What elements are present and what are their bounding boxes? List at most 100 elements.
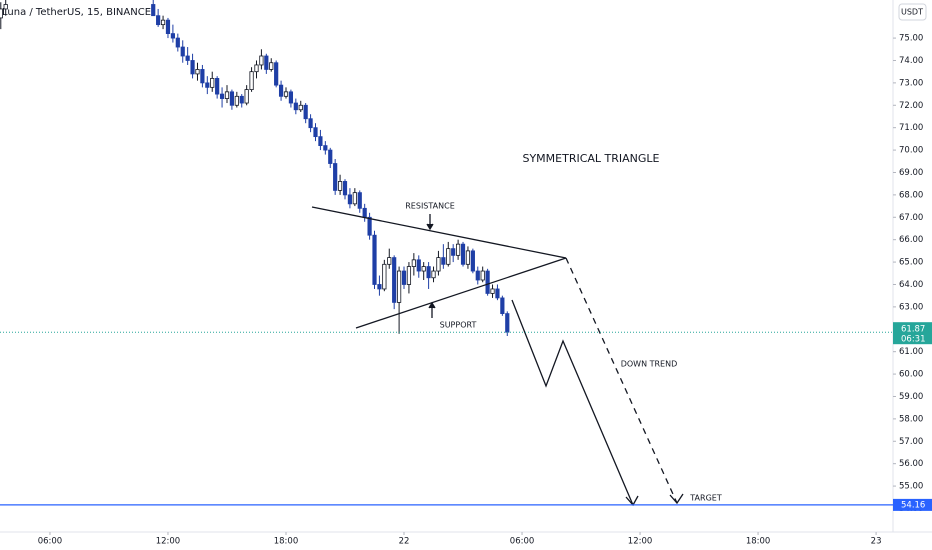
y-tick-label: 73.00: [899, 78, 923, 88]
candle-body: [244, 89, 249, 104]
pattern-label: SYMMETRICAL TRIANGLE: [522, 152, 659, 165]
candle-body: [269, 62, 274, 70]
candle-body: [156, 15, 161, 26]
resistance-label: RESISTANCE: [405, 202, 455, 211]
candle-body: [392, 257, 397, 303]
candle-body: [249, 71, 254, 91]
dashed-projection: [565, 257, 678, 504]
y-tick-label: 68.00: [899, 190, 923, 200]
candle-body: [224, 91, 230, 99]
candle-body: [234, 95, 239, 106]
candle-body: [219, 93, 225, 99]
currency-box[interactable]: [898, 3, 927, 21]
candle-body: [362, 207, 367, 218]
candle-body: [500, 297, 505, 315]
drawings: [311, 206, 684, 507]
y-tick-label: 55.00: [899, 482, 923, 492]
candle-body: [396, 270, 402, 303]
x-tick-label: 06:00: [510, 537, 535, 547]
candle-body: [259, 55, 264, 66]
candle-body: [323, 145, 328, 151]
candle-body: [401, 270, 407, 285]
candle-body: [416, 259, 421, 272]
target-label: TARGET: [689, 494, 722, 503]
candle-body: [215, 78, 220, 95]
candle-body: [328, 149, 333, 164]
support-line: [355, 257, 567, 329]
y-tick-label: 69.00: [899, 168, 923, 178]
candle-body: [200, 69, 205, 84]
candle-body: [239, 95, 244, 104]
y-tick-label: 56.00: [899, 459, 923, 469]
last-price-label: 61.87: [901, 325, 925, 335]
x-tick-label: 06:00: [38, 537, 63, 547]
candle-body: [185, 55, 190, 61]
x-tick-label: 22: [399, 537, 410, 547]
candle-body: [480, 270, 485, 281]
candle-body: [387, 257, 392, 265]
candle-body: [411, 259, 416, 267]
candle-body: [160, 19, 166, 26]
target-price-label: 54.16: [901, 500, 925, 510]
candle-body: [175, 37, 180, 48]
y-tick-label: 75.00: [899, 34, 923, 44]
last-price-badge: [893, 322, 932, 345]
chart-title: Luna / TetherUS, 15, BINANCE: [2, 7, 151, 18]
candle-body: [426, 266, 431, 279]
candle-body: [485, 270, 490, 294]
candle-body: [165, 19, 171, 34]
arrow-head: [426, 223, 434, 231]
x-tick-label: 23: [871, 537, 882, 547]
y-tick-label: 57.00: [899, 437, 923, 447]
candle-body: [441, 257, 446, 265]
candle-body: [195, 69, 200, 75]
x-tick-label: 18:00: [746, 537, 771, 547]
x-tick-label: 12:00: [628, 537, 653, 547]
candle-body: [313, 127, 318, 138]
candle-body: [151, 4, 156, 17]
candle-body: [505, 313, 510, 333]
y-tick-label: 74.00: [899, 56, 923, 66]
candle-body: [180, 46, 185, 57]
candle-body: [490, 288, 495, 294]
candle-body: [0, 8, 3, 19]
candle-body: [303, 104, 308, 120]
candle-body: [293, 102, 298, 111]
candle-body: [456, 243, 461, 256]
candle-body: [436, 257, 441, 272]
candle-body: [431, 270, 436, 279]
candle-body: [205, 82, 210, 88]
y-tick-label: 60.00: [899, 370, 923, 380]
candle-body: [460, 243, 466, 265]
y-tick-label: 67.00: [899, 213, 923, 223]
candle-body: [3, 4, 8, 10]
countdown-label: 06:31: [901, 335, 926, 345]
candle-body: [190, 60, 195, 75]
currency-label[interactable]: USDT: [901, 8, 923, 17]
x-tick-label: 18:00: [274, 537, 299, 547]
candle-body: [264, 55, 269, 70]
candle-body: [357, 192, 362, 209]
trend-label: DOWN TREND: [621, 360, 678, 369]
candle-body: [278, 84, 284, 97]
candle-body: [372, 234, 377, 285]
candle-body: [352, 192, 357, 205]
y-tick-label: 59.00: [899, 392, 923, 402]
arrow-head: [669, 493, 684, 505]
arrow-head: [428, 301, 436, 309]
candle-body: [347, 194, 353, 205]
candle-body: [333, 163, 338, 191]
y-tick-label: 70.00: [899, 146, 923, 156]
y-tick-label: 72.00: [899, 101, 923, 111]
candle-body: [451, 248, 456, 256]
y-tick-label: 63.00: [899, 302, 923, 312]
y-tick-label: 58.00: [899, 414, 923, 424]
resistance-line: [311, 206, 567, 259]
y-tick-label: 61.00: [899, 347, 923, 357]
candle-body: [421, 266, 426, 272]
target-badge: [893, 498, 932, 511]
candle-body: [470, 250, 475, 272]
candle-body: [465, 250, 471, 265]
